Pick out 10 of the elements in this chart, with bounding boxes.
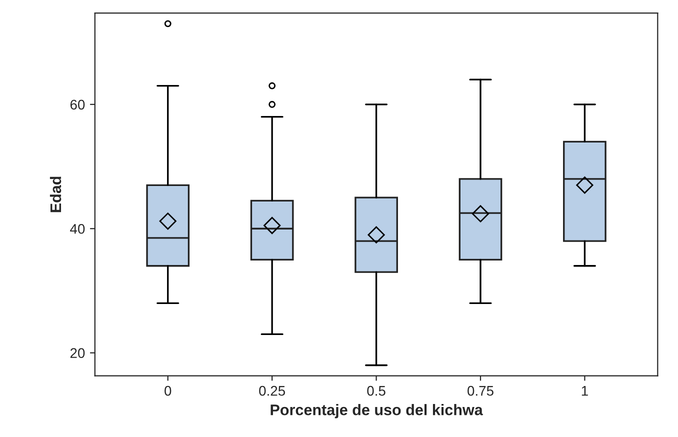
y-tick-label: 40 (70, 224, 85, 234)
x-tick-label: 1 (582, 386, 588, 396)
y-tick-label: 20 (70, 348, 85, 358)
y-axis-title: Edad (50, 176, 62, 212)
y-tick-label: 60 (70, 100, 85, 110)
x-tick-label: 0.25 (259, 386, 286, 396)
x-tick-label: 0.5 (367, 386, 386, 396)
x-tick-label: 0.75 (468, 386, 494, 396)
x-tick-label: 0 (164, 386, 172, 396)
x-axis-title: Porcentaje de uso del kichwa (270, 404, 483, 418)
